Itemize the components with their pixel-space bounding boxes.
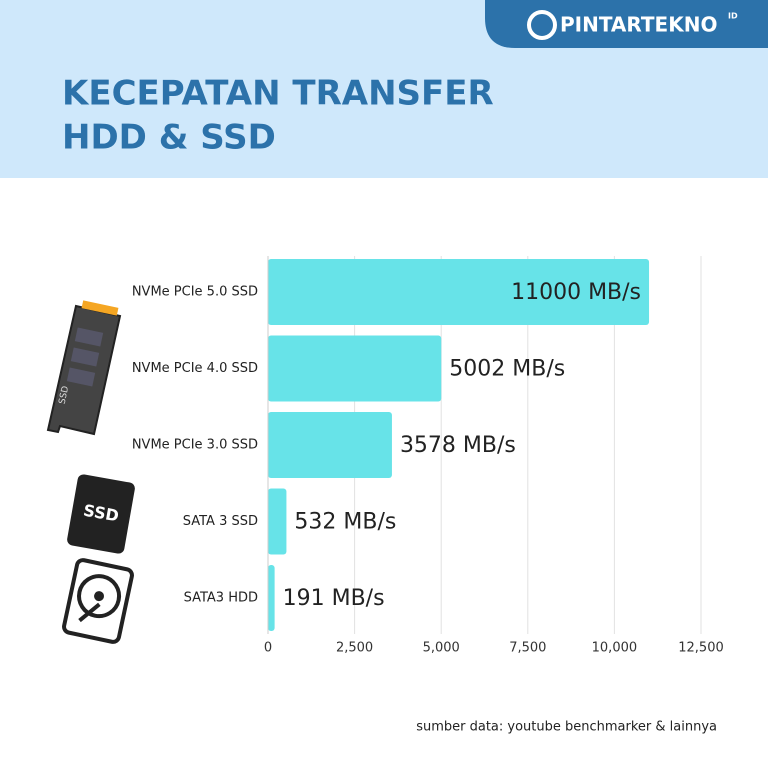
y-tick-label: NVMe PCIe 3.0 SSD [132, 438, 258, 453]
icon-label: SSD [58, 385, 72, 405]
y-tick-label: NVMe PCIe 5.0 SSD [132, 285, 258, 300]
y-tick-label: SATA3 HDD [184, 591, 258, 606]
m2-ssd-icon: SSD [46, 300, 122, 436]
y-tick-label: NVMe PCIe 4.0 SSD [132, 361, 258, 376]
x-tick-label: 7,500 [509, 641, 546, 656]
bar [268, 488, 287, 555]
value-label: 3578 MB/s [400, 433, 516, 458]
source-note: sumber data: youtube benchmarker & lainn… [416, 720, 717, 735]
y-tick-label: SATA 3 SSD [183, 514, 258, 529]
value-label: 5002 MB/s [449, 357, 565, 382]
chart-title: KECEPATAN TRANSFER [62, 74, 494, 114]
value-label: 11000 MB/s [511, 280, 641, 305]
hdd-icon [62, 558, 134, 644]
chart-title: HDD & SSD [62, 118, 276, 158]
logo-band [485, 0, 768, 48]
sata-ssd-icon: SSD [67, 474, 135, 554]
x-tick-label: 0 [264, 641, 272, 656]
bar [268, 259, 650, 325]
x-tick-label: 12,500 [678, 641, 724, 656]
value-label: 532 MB/s [294, 510, 396, 535]
bar [268, 335, 442, 402]
logo-text: PINTARTEKNO [560, 13, 717, 37]
value-label: 191 MB/s [283, 586, 385, 611]
x-tick-label: 5,000 [423, 641, 460, 656]
logo-icon [527, 10, 557, 40]
x-tick-label: 2,500 [336, 641, 373, 656]
x-tick-label: 10,000 [592, 641, 638, 656]
logo-badge: ID [728, 12, 738, 21]
bar [268, 412, 392, 478]
bar [268, 565, 275, 631]
